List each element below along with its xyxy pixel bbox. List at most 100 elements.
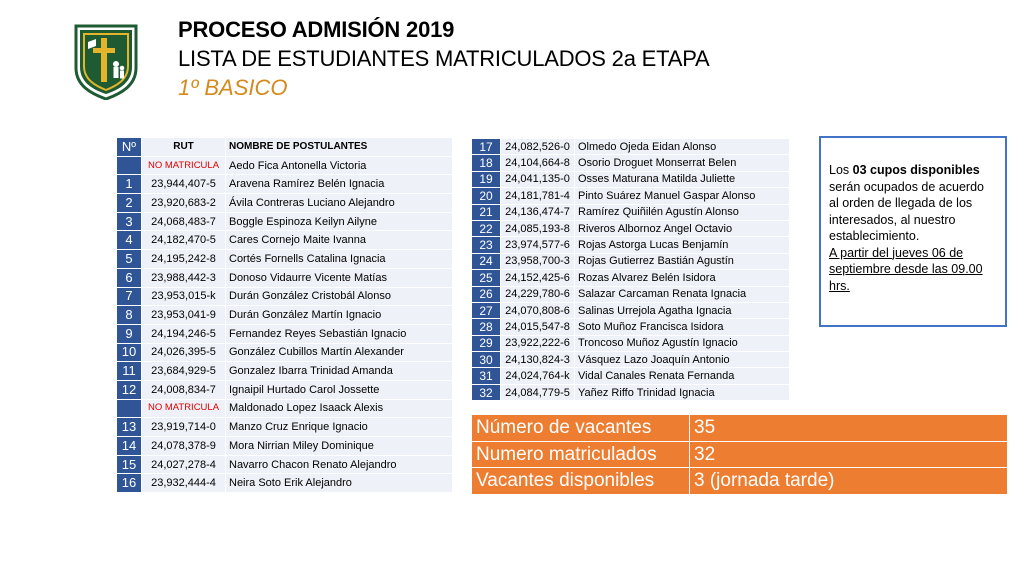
course-label: 1º BASICO: [178, 75, 288, 100]
row-number: 2: [116, 193, 142, 213]
row-name: Rojas Gutierrez Bastián Agustín: [574, 252, 790, 271]
header-rut: RUT: [141, 137, 226, 157]
page-title: PROCESO ADMISIÓN 2019: [178, 17, 455, 42]
summary-label: Número de vacantes: [471, 414, 690, 442]
summary-value: 3 (jornada tarde): [689, 467, 1008, 496]
table-row: 11 23,684,929-5 Gonzalez Ibarra Trinidad A…: [116, 361, 453, 381]
info-text-post: serán ocupados de acuerdo al orden de ll…: [829, 179, 984, 244]
row-name: Boggle Espinoza Keilyn Ailyne: [225, 211, 453, 232]
row-name: Rojas Astorga Lucas Benjamín: [574, 236, 790, 254]
row-name: Durán González Martín Ignacio: [225, 305, 453, 325]
row-number: [116, 398, 142, 419]
row-number: 30: [471, 351, 501, 369]
row-name: Navarro Chacon Renato Alejandro: [225, 454, 453, 475]
row-number: 27: [471, 301, 501, 320]
row-number: 25: [471, 269, 501, 287]
students-table-left: Nº RUT NOMBRE DE POSTULANTES NO MATRICULA Ae…: [116, 137, 453, 494]
table-row: 6 23,988,442-3 Donoso Vidaurre Vicente Mat…: [116, 267, 453, 288]
header-num: Nº: [116, 137, 142, 157]
row-name: Olmedo Ojeda Eidan Alonso: [574, 137, 790, 156]
info-box: Los 03 cupos disponibles serán ocupados …: [819, 136, 1007, 327]
row-name: Ignaipil Hurtado Carol Jossette: [225, 379, 453, 400]
summary-table: Número de vacantes 35 Numero matriculados 3…: [471, 414, 1008, 496]
row-name: González Cubillos Martín Alexander: [225, 342, 453, 363]
table-row: 29 23,922,222-6 Troncoso Muñoz Agustín Ign…: [471, 334, 790, 353]
row-rut: 23,974,577-6: [500, 236, 575, 254]
row-rut: 24,181,781-4: [500, 187, 575, 205]
summary-label: Numero matriculados: [471, 440, 690, 469]
row-number: 26: [471, 285, 501, 303]
row-number: 24: [471, 252, 501, 271]
row-rut: 23,944,407-5: [141, 174, 226, 195]
row-rut: 24,182,470-5: [141, 230, 226, 251]
row-name: Aravena Ramírez Belén Ignacia: [225, 174, 453, 195]
row-name: Riveros Albornoz Angel Octavio: [574, 219, 790, 238]
row-rut: 24,229,780-6: [500, 285, 575, 303]
table-row: 26 24,229,780-6 Salazar Carcaman Renata Ig…: [471, 285, 790, 303]
row-rut: 24,070,808-6: [500, 301, 575, 320]
header-name: NOMBRE DE POSTULANTES: [225, 137, 453, 157]
table-row: 32 24,084,779-5 Yañez Riffo Trinidad Ignac…: [471, 383, 790, 402]
row-rut: 24,195,242-8: [141, 249, 226, 269]
row-number: 22: [471, 219, 501, 238]
row-rut: 24,041,135-0: [500, 170, 575, 189]
row-name: Salinas Urrejola Agatha Ignacia: [574, 301, 790, 320]
row-number: 14: [116, 436, 142, 456]
table-row: 23 23,974,577-6 Rojas Astorga Lucas Benjam…: [471, 236, 790, 254]
row-rut: 24,104,664-8: [500, 154, 575, 172]
row-number: 4: [116, 230, 142, 251]
row-rut: 24,008,834-7: [141, 379, 226, 400]
table-row: 18 24,104,664-8 Osorio Droguet Monserrat B…: [471, 154, 790, 172]
table-row: 14 24,078,378-9 Mora Nirrian Miley Dominiq…: [116, 436, 453, 456]
row-name: Manzo Cruz Enrique Ignacio: [225, 417, 453, 437]
not-enrolled-label: NO MATRICULA: [141, 155, 226, 176]
students-table-right: 17 24,082,526-0 Olmedo Ojeda Eidan Alonso 1…: [471, 137, 790, 402]
row-rut: 24,026,395-5: [141, 342, 226, 363]
row-name: Durán González Cristobál Alonso: [225, 286, 453, 307]
row-name: Salazar Carcaman Renata Ignacia: [574, 285, 790, 303]
header-titles: PROCESO ADMISIÓN 2019 LISTA DE ESTUDIANT…: [178, 16, 710, 102]
table-row: 10 24,026,395-5 González Cubillos Martín A…: [116, 342, 453, 363]
table-row: 9 24,194,246-5 Fernandez Reyes Sebastián I…: [116, 323, 453, 344]
table-row: 28 24,015,547-8 Soto Muñoz Francisca Isido…: [471, 318, 790, 336]
row-rut: 24,082,526-0: [500, 137, 575, 156]
row-rut: 24,130,824-3: [500, 351, 575, 369]
table-row: 30 24,130,824-3 Vásquez Lazo Joaquín Anton…: [471, 351, 790, 369]
row-number: 21: [471, 203, 501, 221]
row-rut: 23,953,041-9: [141, 305, 226, 325]
school-crest-icon: [74, 24, 138, 100]
row-name: Osses Maturana Matilda Juliette: [574, 170, 790, 189]
row-name: Vidal Canales Renata Fernanda: [574, 367, 790, 385]
row-name: Maldonado Lopez Isaack Alexis: [225, 398, 453, 419]
info-text-bold: 03 cupos disponibles: [852, 163, 980, 177]
summary-row: Número de vacantes 35: [471, 414, 1008, 442]
table-row: 1 23,944,407-5 Aravena Ramírez Belén Ignac…: [116, 174, 453, 195]
row-name: Yañez Riffo Trinidad Ignacia: [574, 383, 790, 402]
table-row: 13 23,919,714-0 Manzo Cruz Enrique Ignacio: [116, 417, 453, 437]
table-row: 21 24,136,474-7 Ramírez Quiñilén Agustín A…: [471, 203, 790, 221]
row-number: 18: [471, 154, 501, 172]
row-rut: 24,194,246-5: [141, 323, 226, 344]
row-name: Rozas Alvarez Belén Isidora: [574, 269, 790, 287]
table-row: 7 23,953,015-k Durán González Cristobál Al…: [116, 286, 453, 307]
row-number: 19: [471, 170, 501, 189]
table-row: 15 24,027,278-4 Navarro Chacon Renato Alej…: [116, 454, 453, 475]
row-name: Soto Muñoz Francisca Isidora: [574, 318, 790, 336]
summary-row: Numero matriculados 32: [471, 440, 1008, 469]
row-rut: 23,922,222-6: [500, 334, 575, 353]
row-rut: 23,958,700-3: [500, 252, 575, 271]
table-row: NO MATRICULA Maldonado Lopez Isaack Alexi…: [116, 398, 453, 419]
summary-row: Vacantes disponibles 3 (jornada tarde): [471, 467, 1008, 496]
row-number: 6: [116, 267, 142, 288]
row-rut: 24,085,193-8: [500, 219, 575, 238]
row-rut: 23,684,929-5: [141, 361, 226, 381]
row-rut: 24,136,474-7: [500, 203, 575, 221]
row-number: 1: [116, 174, 142, 195]
row-number: 8: [116, 305, 142, 325]
row-name: Ávila Contreras Luciano Alejandro: [225, 193, 453, 213]
summary-value: 35: [689, 414, 1008, 442]
table-row: 22 24,085,193-8 Riveros Albornoz Angel Oct…: [471, 219, 790, 238]
row-name: Neira Soto Erik Alejandro: [225, 473, 453, 494]
row-rut: 23,920,683-2: [141, 193, 226, 213]
row-number: 10: [116, 342, 142, 363]
